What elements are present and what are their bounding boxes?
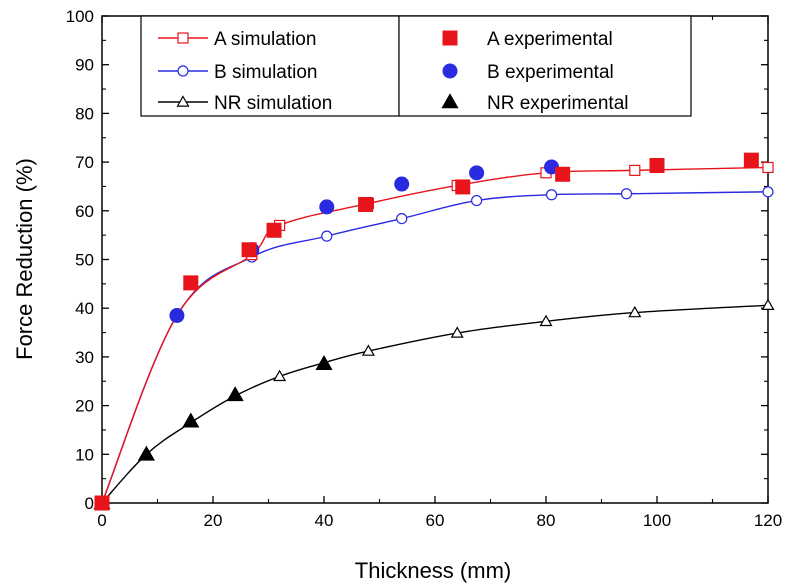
legend-label: NR simulation <box>214 93 332 114</box>
data-point <box>273 369 287 382</box>
data-point <box>241 242 257 258</box>
data-point <box>555 166 571 182</box>
y-tick-label: 30 <box>75 348 94 367</box>
legend-label: A simulation <box>214 29 316 50</box>
data-point <box>266 222 282 238</box>
data-point <box>762 186 774 198</box>
x-tick-label: 20 <box>204 511 223 530</box>
data-point <box>761 298 775 311</box>
y-tick-label: 50 <box>75 251 94 270</box>
legend-label: A experimental <box>487 29 613 50</box>
x-tick-label: 40 <box>315 511 334 530</box>
x-tick-label: 60 <box>426 511 445 530</box>
data-point <box>469 165 485 181</box>
y-tick-label: 0 <box>85 494 94 513</box>
legend-label: NR experimental <box>487 93 629 114</box>
y-tick-label: 10 <box>75 445 94 464</box>
data-point <box>649 158 665 174</box>
data-point <box>628 305 642 318</box>
data-point <box>394 176 410 192</box>
x-axis-ticks: 0 20 40 60 80 100 120 <box>97 16 782 530</box>
legend-marker <box>442 30 458 46</box>
data-point <box>137 445 155 461</box>
data-point <box>182 412 200 428</box>
y-axis-title: Force Reduction (%) <box>12 158 37 360</box>
y-tick-label: 40 <box>75 299 94 318</box>
data-point <box>358 196 374 212</box>
data-point <box>183 275 199 291</box>
y-tick-label: 100 <box>66 7 94 26</box>
data-point <box>226 386 244 402</box>
legend-label: B experimental <box>487 62 614 83</box>
data-point <box>455 179 471 195</box>
series-a-experimental <box>94 152 759 511</box>
data-point <box>169 308 185 324</box>
legend: A simulation B simulation NR simulation A e… <box>140 15 692 117</box>
y-tick-label: 60 <box>75 202 94 221</box>
data-point <box>361 344 375 356</box>
data-point <box>743 152 759 168</box>
y-tick-label: 20 <box>75 397 94 416</box>
legend-label: B simulation <box>214 62 318 83</box>
legend-marker <box>176 95 190 107</box>
legend-marker <box>177 32 189 44</box>
data-point <box>321 230 333 242</box>
series-layer <box>93 152 775 511</box>
data-point <box>629 164 641 176</box>
data-point <box>450 326 464 338</box>
x-tick-label: 0 <box>97 511 106 530</box>
data-point <box>762 161 774 174</box>
data-point <box>539 314 553 327</box>
legend-marker <box>442 63 458 79</box>
x-tick-label: 120 <box>754 511 782 530</box>
x-axis-title: Thickness (mm) <box>355 558 511 583</box>
data-point <box>315 355 333 370</box>
data-point <box>396 212 408 225</box>
x-tick-label: 80 <box>537 511 556 530</box>
data-point <box>94 495 110 511</box>
y-tick-label: 90 <box>75 56 94 75</box>
legend-marker <box>177 65 189 77</box>
legend-marker <box>441 93 459 109</box>
y-tick-label: 80 <box>75 104 94 123</box>
data-point <box>471 194 483 207</box>
data-point <box>620 188 633 200</box>
data-point <box>319 199 335 215</box>
y-axis-ticks: 0 10 20 30 40 50 60 70 80 90 100 <box>66 7 768 513</box>
data-point <box>545 189 558 201</box>
x-tick-label: 100 <box>643 511 671 530</box>
y-tick-label: 70 <box>75 153 94 172</box>
series-line <box>101 304 769 504</box>
